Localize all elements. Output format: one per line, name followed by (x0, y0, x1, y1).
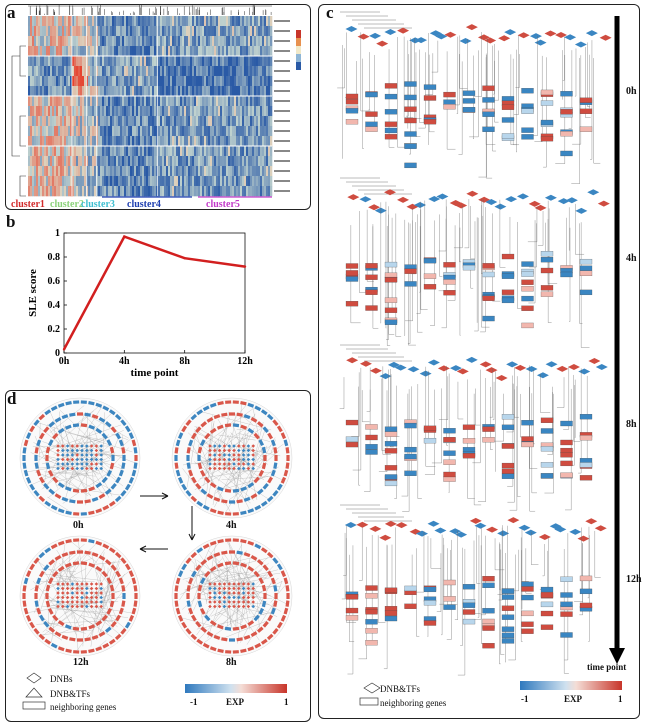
cluster-label-5: cluster5 (206, 199, 240, 210)
colorbar-c-min: -1 (521, 694, 529, 704)
panel-c-time-0h: 0h (626, 86, 637, 97)
panel-b: b (5, 212, 309, 384)
panel-d-label: d (7, 389, 17, 408)
panel-c-legend-dnbtfs: DNB&TFs (380, 684, 421, 694)
colorbar-d-min: -1 (190, 697, 198, 707)
panel-c-time-8h: 8h (626, 419, 637, 430)
cluster-label-1: cluster1 (11, 199, 45, 210)
panel-d: d (5, 389, 311, 722)
colorbar-d-max: 1 (284, 697, 289, 707)
panel-c: c (318, 3, 640, 719)
legend-neighboring: neighboring genes (50, 702, 117, 712)
panel-c-axis-label: time point (587, 662, 627, 672)
colorbar-d (185, 684, 287, 693)
colorbar-c-max: 1 (618, 694, 623, 704)
legend-dnbs: DNBs (50, 674, 73, 684)
network-label-8h: 8h (226, 657, 237, 668)
cluster-label-3: cluster3 (81, 199, 115, 210)
panel-c-time-4h: 4h (626, 253, 637, 264)
panel-a-label: a (7, 3, 16, 22)
network-label-0h: 0h (73, 520, 84, 531)
panel-b-label: b (6, 212, 16, 231)
panel-a: a (5, 3, 311, 210)
colorbar-c (520, 681, 622, 690)
cluster-label-2: cluster2 (50, 199, 84, 210)
panel-c-legend-neighboring: neighboring genes (380, 698, 447, 708)
panel-c-label: c (326, 3, 334, 22)
legend-dnb-tfs: DNB&TFs (50, 689, 91, 699)
colorbar-d-label: EXP (226, 697, 244, 707)
network-label-12h: 12h (73, 657, 89, 668)
network-label-4h: 4h (226, 520, 237, 531)
cluster-label-4: cluster4 (127, 199, 161, 210)
colorbar-c-label: EXP (564, 694, 582, 704)
panel-c-time-12h: 12h (626, 574, 642, 585)
